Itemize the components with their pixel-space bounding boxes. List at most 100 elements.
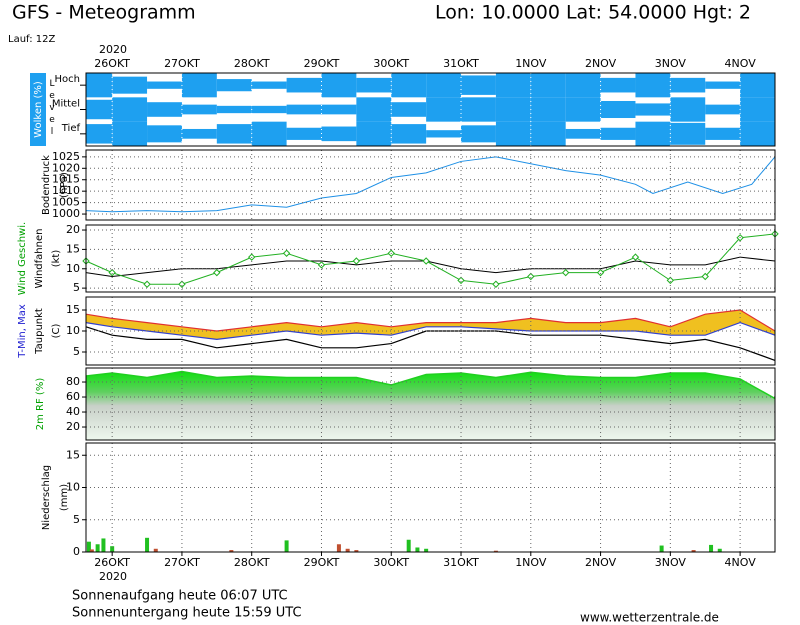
- x-tick-label-top: 29OKT: [304, 57, 340, 70]
- wind-marker: [527, 272, 535, 281]
- y-tick-label: 60: [66, 390, 80, 403]
- sunrise: Sonnenaufgang heute 06:07 UTC: [72, 589, 288, 604]
- precip-bar: [145, 537, 150, 552]
- cloud-cell: [740, 97, 775, 122]
- precip-bar: [493, 550, 498, 552]
- wind-marker: [178, 280, 186, 288]
- y-axis-label: (kt): [51, 250, 62, 268]
- y-tick-label: 15: [66, 448, 80, 461]
- sunset: Sonnenuntergang heute 15:59 UTC: [72, 606, 302, 621]
- cloud-cell: [112, 76, 148, 94]
- title: GFS - Meteogramm: [12, 2, 196, 24]
- cloud-cell: [740, 121, 775, 146]
- x-tick-label-top: 3NOV: [655, 57, 687, 70]
- cloud-cell: [86, 99, 113, 120]
- temp-line: [85, 309, 776, 332]
- precip-bar: [709, 544, 714, 552]
- cloud-cell: [670, 97, 706, 122]
- precip-bar: [284, 540, 289, 552]
- cloud-cell: [426, 97, 462, 122]
- precip-bar: [89, 549, 94, 552]
- cloud-cell: [391, 73, 427, 98]
- cloud-cell: [286, 104, 322, 115]
- cloud-cell: [740, 73, 775, 98]
- rf-line: [85, 370, 776, 400]
- panel-frame: [85, 224, 776, 293]
- precip-bar: [336, 544, 341, 552]
- wind-marker: [282, 249, 291, 257]
- precip-bar: [110, 546, 115, 552]
- y-tick-label: 1025: [52, 150, 80, 163]
- precip-bar: [86, 541, 91, 552]
- year-top: 2020: [99, 43, 127, 56]
- wind-marker: [457, 276, 465, 285]
- cloud-cell: [530, 121, 566, 146]
- cloud-cell: [391, 102, 427, 117]
- panel-frame: [85, 72, 776, 147]
- cloud-cell: [635, 103, 671, 116]
- series-line: [85, 256, 776, 278]
- precip-bar: [229, 550, 234, 552]
- cloud-cell: [670, 77, 706, 93]
- x-tick-label-top: 31OKT: [443, 57, 479, 70]
- cloud-cell: [495, 97, 531, 122]
- y-tick-label: 10: [66, 481, 80, 494]
- precip-bar: [354, 550, 359, 552]
- wind-marker: [666, 276, 675, 285]
- wind-marker: [317, 261, 326, 269]
- cloud-cell: [251, 105, 287, 114]
- cloud-label-bg: [30, 73, 46, 146]
- cloud-cell: [565, 97, 601, 122]
- wind-marker: [108, 268, 116, 277]
- wind-marker: [213, 268, 221, 277]
- cloud-cell: [426, 73, 462, 98]
- cloud-cell: [286, 77, 322, 93]
- precip-bar: [717, 548, 722, 552]
- y-axis-label: (C): [51, 324, 62, 339]
- precip-bar: [153, 548, 158, 552]
- y-axis-label: Windfahnen: [34, 229, 45, 289]
- cloud-cell: [216, 105, 252, 114]
- cloud-cell: [426, 130, 462, 138]
- y-tick-label: 1005: [52, 196, 80, 209]
- wind-marker: [143, 280, 151, 288]
- y-tick-label: 1015: [52, 173, 80, 186]
- year-bottom: 2020: [99, 570, 127, 583]
- x-tick-label-bottom: 3NOV: [655, 556, 687, 569]
- wind-marker: [422, 257, 430, 265]
- y-axis-label: (hPa): [59, 172, 70, 198]
- panel-frame: [85, 149, 776, 221]
- cloud-cell: [112, 97, 148, 122]
- precip-bar: [95, 544, 100, 552]
- x-tick-label-bottom: 27OKT: [164, 556, 200, 569]
- y-tick-label: 1020: [52, 161, 80, 174]
- y-axis-label: Niederschlag: [41, 465, 52, 530]
- y-tick-label: 20: [66, 420, 80, 433]
- x-tick-label-top: 27OKT: [164, 57, 200, 70]
- cloud-cell: [461, 75, 496, 95]
- x-tick-label-bottom: 26OKT: [94, 556, 130, 569]
- y-tick-label: 0: [73, 545, 80, 558]
- cloud-cell: [600, 127, 636, 140]
- precip-bar: [424, 548, 429, 552]
- level-name: Hoch: [55, 74, 80, 85]
- y-tick-label: 5: [73, 345, 80, 358]
- x-tick-label-bottom: 30OKT: [373, 556, 409, 569]
- cloud-cell: [600, 100, 636, 119]
- y-tick-label: 20: [66, 223, 80, 236]
- cloud-cell: [495, 73, 531, 98]
- level-letter: L: [49, 79, 54, 89]
- source: www.wetterzentrale.de: [580, 611, 719, 625]
- cloud-cell: [705, 81, 741, 89]
- cloud-cell: [147, 125, 182, 143]
- cloud-cell: [705, 127, 741, 140]
- cloud-cell: [635, 73, 671, 98]
- wind-marker: [492, 280, 500, 288]
- temp-line: [85, 321, 776, 340]
- x-tick-label-bottom: 29OKT: [304, 556, 340, 569]
- run: Lauf: 12Z: [8, 34, 55, 45]
- x-tick-label-top: 30OKT: [373, 57, 409, 70]
- y-tick-label: 80: [66, 375, 80, 388]
- x-tick-label-bottom: 28OKT: [234, 556, 270, 569]
